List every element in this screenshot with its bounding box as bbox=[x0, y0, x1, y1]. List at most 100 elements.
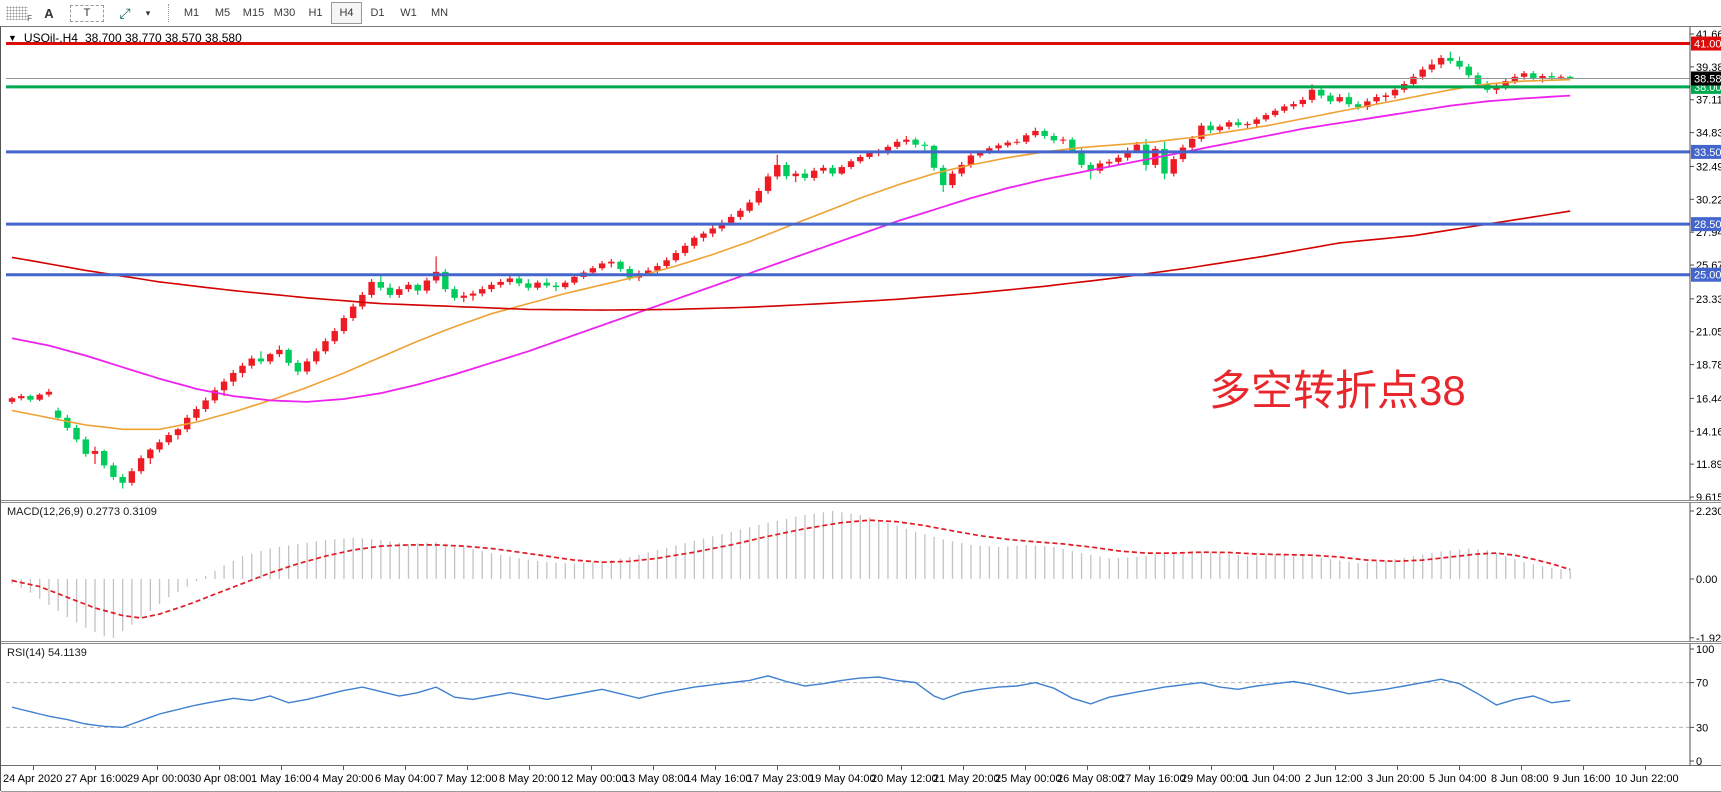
time-axis-tick bbox=[1459, 766, 1460, 770]
time-axis-label: 27 May 16:00 bbox=[1119, 773, 1186, 785]
time-axis-tick bbox=[1025, 766, 1026, 770]
rsi-panel[interactable]: 100 70 30 0 bbox=[1, 644, 1721, 765]
timeframe-button-row: M1 M5 M15 M30 H1 H4 D1 W1 MN bbox=[176, 2, 455, 24]
cursor-arrows-icon[interactable]: ⤢ bbox=[119, 4, 131, 21]
time-axis-label: 10 Jun 22:00 bbox=[1615, 773, 1679, 785]
time-axis-label: 1 Jun 04:00 bbox=[1243, 773, 1301, 785]
svg-text:2.2301: 2.2301 bbox=[1696, 506, 1721, 518]
font-a-icon[interactable]: A bbox=[44, 5, 54, 21]
svg-text:16.440: 16.440 bbox=[1696, 393, 1721, 405]
top-toolbar: F A T ⤢ ▾ M1 M5 M15 M30 H1 H4 D1 W1 MN bbox=[0, 0, 1721, 27]
svg-text:11.890: 11.890 bbox=[1696, 459, 1721, 471]
svg-text:70: 70 bbox=[1696, 678, 1708, 690]
timeframe-button-m1[interactable]: M1 bbox=[183, 7, 200, 19]
chart-window[interactable]: 41.66039.38537.11034.83532.49530.22027.9… bbox=[0, 26, 1721, 792]
time-axis-label: 29 Apr 00:00 bbox=[127, 773, 190, 785]
time-axis-tick bbox=[281, 766, 282, 770]
symbol-dropdown-icon[interactable]: ▼ bbox=[8, 33, 17, 43]
panel-separator[interactable] bbox=[1, 500, 1721, 503]
timeframe-button-m15[interactable]: M15 bbox=[242, 7, 265, 19]
price-chart-panel[interactable]: 41.66039.38537.11034.83532.49530.22027.9… bbox=[1, 27, 1721, 500]
time-axis-label: 20 May 12:00 bbox=[871, 773, 938, 785]
time-axis-tick bbox=[157, 766, 158, 770]
timeframe-button-h4[interactable]: H4 bbox=[331, 2, 362, 24]
time-axis-tick bbox=[715, 766, 716, 770]
text-box-icon[interactable]: T bbox=[70, 4, 104, 22]
timeframe-button-h1[interactable]: H1 bbox=[308, 7, 323, 19]
time-axis-tick bbox=[901, 766, 902, 770]
timeframe-button-m30[interactable]: M30 bbox=[273, 7, 296, 19]
time-axis-label: 27 Apr 16:00 bbox=[65, 773, 128, 785]
time-axis-tick bbox=[405, 766, 406, 770]
time-axis-label: 13 May 08:00 bbox=[623, 773, 690, 785]
time-axis-label: 9 Jun 16:00 bbox=[1553, 773, 1611, 785]
time-axis-label: 2 Jun 12:00 bbox=[1305, 773, 1363, 785]
time-axis-label: 7 May 12:00 bbox=[437, 773, 498, 785]
svg-text:9.615: 9.615 bbox=[1696, 492, 1721, 500]
timeframe-button-w1[interactable]: W1 bbox=[400, 7, 417, 19]
time-axis-label: 24 Apr 2020 bbox=[3, 773, 63, 785]
timeframe-button-d1[interactable]: D1 bbox=[370, 7, 385, 19]
svg-text:0: 0 bbox=[1696, 756, 1702, 765]
toolbar-separator bbox=[168, 4, 169, 22]
grid-f-icon[interactable]: F bbox=[6, 6, 32, 23]
svg-text:28.500: 28.500 bbox=[1694, 219, 1721, 231]
time-axis-tick bbox=[1583, 766, 1584, 770]
dropdown-caret-icon[interactable]: ▾ bbox=[145, 7, 151, 18]
time-axis-label: 19 May 04:00 bbox=[809, 773, 876, 785]
time-axis-tick bbox=[1397, 766, 1398, 770]
time-axis-label: 21 May 20:00 bbox=[933, 773, 1000, 785]
time-axis-tick bbox=[529, 766, 530, 770]
time-axis-label: 25 May 00:00 bbox=[995, 773, 1062, 785]
time-axis-label: 12 May 00:00 bbox=[561, 773, 628, 785]
ohlc-values: 38.700 38.770 38.570 38.580 bbox=[84, 31, 242, 45]
svg-text:30: 30 bbox=[1696, 722, 1708, 734]
time-axis-tick bbox=[33, 766, 34, 770]
time-axis-label: 5 Jun 04:00 bbox=[1429, 773, 1487, 785]
time-axis-label: 4 May 20:00 bbox=[313, 773, 374, 785]
timeframe-button-m5[interactable]: M5 bbox=[214, 7, 231, 19]
svg-text:30.220: 30.220 bbox=[1696, 194, 1721, 206]
time-axis[interactable]: 24 Apr 2020 27 Apr 16:00 29 Apr 00:00 30 Ap… bbox=[1, 765, 1721, 792]
time-axis-tick bbox=[219, 766, 220, 770]
time-axis-tick bbox=[1273, 766, 1274, 770]
time-axis-tick bbox=[467, 766, 468, 770]
time-axis-label: 29 May 00:00 bbox=[1181, 773, 1248, 785]
symbol-timeframe-label: USOil-,H4 bbox=[23, 31, 78, 45]
time-axis-tick bbox=[343, 766, 344, 770]
time-axis-tick bbox=[839, 766, 840, 770]
time-axis-label: 17 May 23:00 bbox=[747, 773, 814, 785]
time-axis-tick bbox=[1211, 766, 1212, 770]
chart-annotation-text: 多空转折点38 bbox=[1209, 367, 1466, 414]
time-axis-label: 6 May 04:00 bbox=[375, 773, 436, 785]
time-axis-tick bbox=[591, 766, 592, 770]
svg-text:18.780: 18.780 bbox=[1696, 360, 1721, 372]
svg-text:-1.9287: -1.9287 bbox=[1696, 633, 1721, 641]
svg-text:23.330: 23.330 bbox=[1696, 294, 1721, 306]
svg-text:14.165: 14.165 bbox=[1696, 426, 1721, 438]
svg-text:38.580: 38.580 bbox=[1694, 74, 1721, 86]
time-axis-label: 26 May 08:00 bbox=[1057, 773, 1124, 785]
time-axis-tick bbox=[1521, 766, 1522, 770]
svg-text:32.495: 32.495 bbox=[1696, 161, 1721, 173]
time-axis-label: 3 Jun 20:00 bbox=[1367, 773, 1425, 785]
macd-panel[interactable]: 2.2301 0.00 -1.9287 bbox=[1, 503, 1721, 641]
svg-text:33.500: 33.500 bbox=[1694, 147, 1721, 159]
time-axis-tick bbox=[1149, 766, 1150, 770]
time-axis-tick bbox=[777, 766, 778, 770]
time-axis-label: 8 Jun 08:00 bbox=[1491, 773, 1549, 785]
macd-indicator-label: MACD(12,26,9) 0.2773 0.3109 bbox=[7, 506, 157, 518]
time-axis-tick bbox=[653, 766, 654, 770]
panel-separator[interactable] bbox=[1, 641, 1721, 644]
time-axis-tick bbox=[1335, 766, 1336, 770]
time-axis-tick bbox=[95, 766, 96, 770]
rsi-indicator-label: RSI(14) 54.1139 bbox=[7, 647, 87, 659]
timeframe-button-mn[interactable]: MN bbox=[430, 7, 449, 19]
time-axis-label: 30 Apr 08:00 bbox=[189, 773, 252, 785]
svg-text:37.110: 37.110 bbox=[1696, 95, 1721, 107]
svg-text:39.385: 39.385 bbox=[1696, 62, 1721, 74]
time-axis-tick bbox=[1645, 766, 1646, 770]
time-axis-tick bbox=[963, 766, 964, 770]
svg-text:34.835: 34.835 bbox=[1696, 128, 1721, 140]
time-axis-label: 14 May 16:00 bbox=[685, 773, 752, 785]
